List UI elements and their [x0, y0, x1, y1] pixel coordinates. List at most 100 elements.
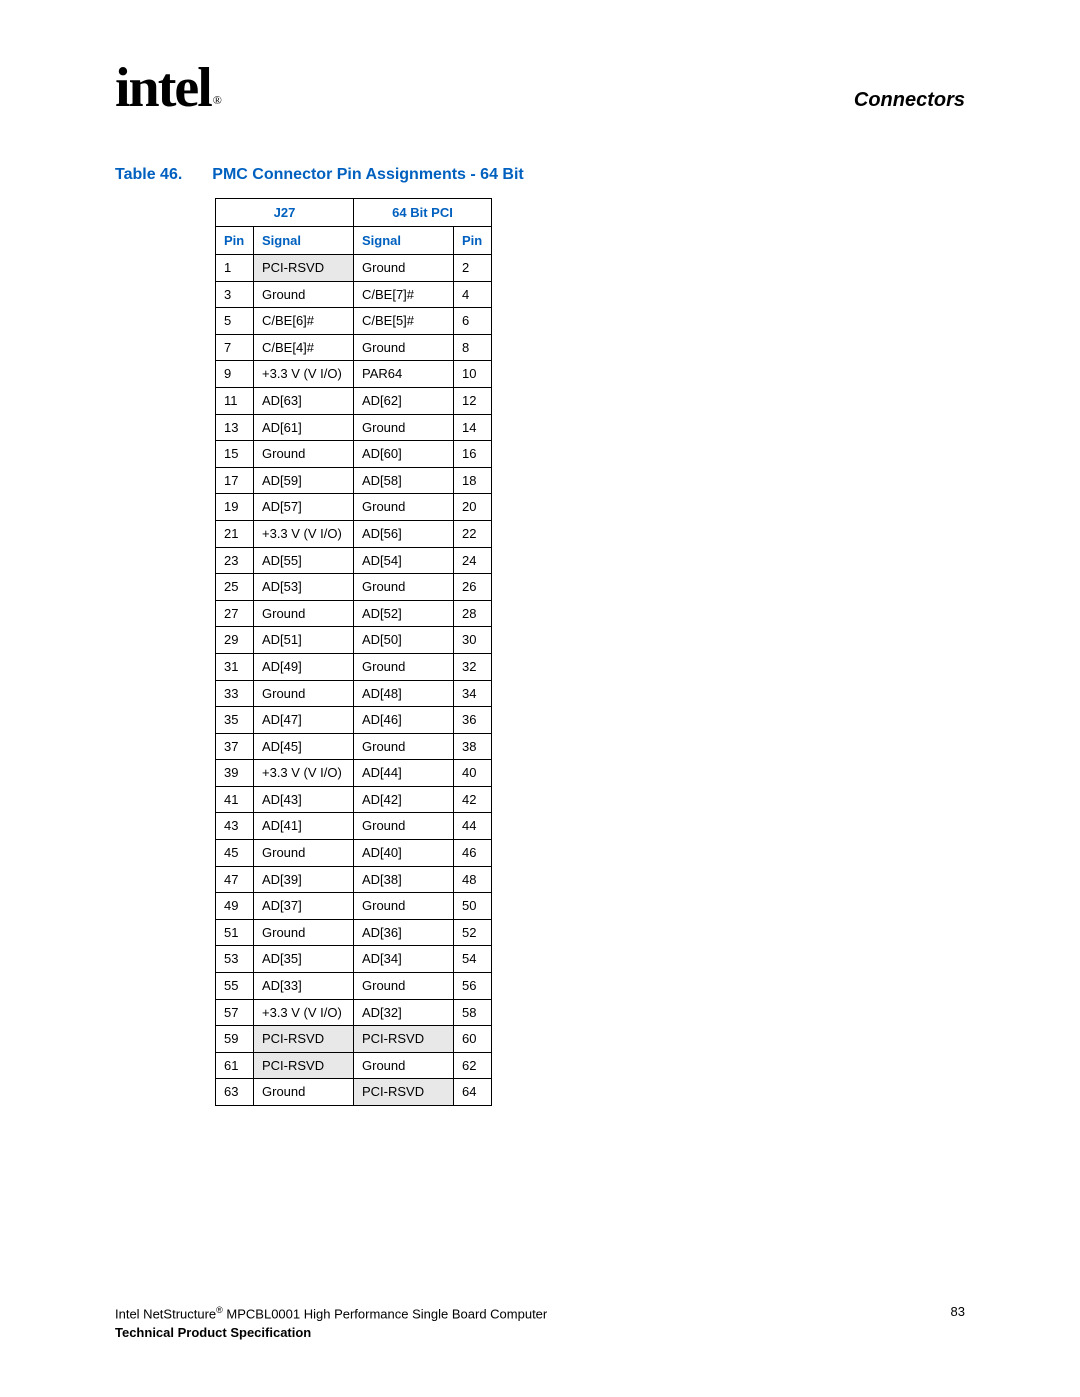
table-row: 57+3.3 V (V I/O)AD[32]58 — [216, 999, 492, 1026]
signal-cell: PCI-RSVD — [254, 1026, 354, 1053]
pin-cell: 38 — [454, 733, 492, 760]
signal-cell: PCI-RSVD — [354, 1026, 454, 1053]
table-row: 5C/BE[6]#C/BE[5]#6 — [216, 308, 492, 335]
pin-cell: 35 — [216, 707, 254, 734]
table-head-row-top: J27 64 Bit PCI — [216, 199, 492, 227]
head-pin-right: Pin — [454, 227, 492, 255]
signal-cell: Ground — [354, 414, 454, 441]
signal-cell: AD[40] — [354, 840, 454, 867]
signal-cell: PCI-RSVD — [254, 255, 354, 282]
pin-cell: 28 — [454, 600, 492, 627]
pin-cell: 20 — [454, 494, 492, 521]
table-row: 33GroundAD[48]34 — [216, 680, 492, 707]
table-head-row-sub: Pin Signal Signal Pin — [216, 227, 492, 255]
signal-cell: AD[55] — [254, 547, 354, 574]
pin-cell: 23 — [216, 547, 254, 574]
pin-cell: 24 — [454, 547, 492, 574]
pin-cell: 63 — [216, 1079, 254, 1106]
signal-cell: Ground — [254, 281, 354, 308]
table-row: 43AD[41]Ground44 — [216, 813, 492, 840]
section-heading: Connectors — [854, 89, 965, 116]
table-number: Table 46. — [115, 166, 182, 184]
intel-logo: intel® — [115, 60, 218, 116]
signal-cell: Ground — [254, 840, 354, 867]
signal-cell: AD[51] — [254, 627, 354, 654]
pin-cell: 54 — [454, 946, 492, 973]
table-row: 51GroundAD[36]52 — [216, 919, 492, 946]
footer-line1a: Intel NetStructure — [115, 1307, 216, 1322]
signal-cell: C/BE[5]# — [354, 308, 454, 335]
pin-cell: 39 — [216, 760, 254, 787]
table-row: 53AD[35]AD[34]54 — [216, 946, 492, 973]
signal-cell: +3.3 V (V I/O) — [254, 361, 354, 388]
pin-cell: 46 — [454, 840, 492, 867]
table-row: 11AD[63]AD[62]12 — [216, 387, 492, 414]
signal-cell: AD[32] — [354, 999, 454, 1026]
head-j27: J27 — [216, 199, 354, 227]
signal-cell: AD[53] — [254, 574, 354, 601]
signal-cell: C/BE[7]# — [354, 281, 454, 308]
head-64bit: 64 Bit PCI — [354, 199, 492, 227]
table-row: 31AD[49]Ground32 — [216, 653, 492, 680]
pin-cell: 34 — [454, 680, 492, 707]
pin-cell: 17 — [216, 467, 254, 494]
footer-line2: Technical Product Specification — [115, 1325, 311, 1340]
signal-cell: PCI-RSVD — [354, 1079, 454, 1106]
signal-cell: AD[39] — [254, 866, 354, 893]
signal-cell: AD[63] — [254, 387, 354, 414]
table-caption: Table 46. PMC Connector Pin Assignments … — [115, 166, 965, 184]
signal-cell: AD[58] — [354, 467, 454, 494]
signal-cell: AD[45] — [254, 733, 354, 760]
signal-cell: AD[60] — [354, 441, 454, 468]
pin-cell: 36 — [454, 707, 492, 734]
table-row: 27GroundAD[52]28 — [216, 600, 492, 627]
head-signal-right: Signal — [354, 227, 454, 255]
table-row: 7C/BE[4]#Ground8 — [216, 334, 492, 361]
pin-cell: 8 — [454, 334, 492, 361]
signal-cell: AD[49] — [254, 653, 354, 680]
signal-cell: Ground — [254, 919, 354, 946]
table-row: 61PCI-RSVDGround62 — [216, 1052, 492, 1079]
pin-cell: 33 — [216, 680, 254, 707]
footer-line1b: MPCBL0001 High Performance Single Board … — [223, 1307, 547, 1322]
pin-cell: 48 — [454, 866, 492, 893]
table-row: 21+3.3 V (V I/O)AD[56]22 — [216, 520, 492, 547]
pin-cell: 9 — [216, 361, 254, 388]
signal-cell: PAR64 — [354, 361, 454, 388]
pin-cell: 1 — [216, 255, 254, 282]
pin-cell: 18 — [454, 467, 492, 494]
logo-text: intel — [115, 57, 211, 119]
logo-registered: ® — [213, 93, 220, 107]
table-row: 17AD[59]AD[58]18 — [216, 467, 492, 494]
pin-cell: 64 — [454, 1079, 492, 1106]
pin-cell: 52 — [454, 919, 492, 946]
signal-cell: AD[56] — [354, 520, 454, 547]
signal-cell: AD[47] — [254, 707, 354, 734]
pin-cell: 55 — [216, 973, 254, 1000]
pin-cell: 50 — [454, 893, 492, 920]
pin-cell: 56 — [454, 973, 492, 1000]
pin-assignment-table: J27 64 Bit PCI Pin Signal Signal Pin 1PC… — [215, 198, 492, 1106]
signal-cell: Ground — [354, 574, 454, 601]
pin-cell: 14 — [454, 414, 492, 441]
signal-cell: Ground — [354, 1052, 454, 1079]
pin-cell: 57 — [216, 999, 254, 1026]
signal-cell: Ground — [254, 441, 354, 468]
signal-cell: PCI-RSVD — [254, 1052, 354, 1079]
signal-cell: AD[54] — [354, 547, 454, 574]
pin-cell: 11 — [216, 387, 254, 414]
pin-cell: 32 — [454, 653, 492, 680]
signal-cell: AD[41] — [254, 813, 354, 840]
signal-cell: AD[33] — [254, 973, 354, 1000]
page: intel® Connectors Table 46. PMC Connecto… — [0, 0, 1080, 1106]
pin-cell: 40 — [454, 760, 492, 787]
pin-cell: 45 — [216, 840, 254, 867]
pin-cell: 29 — [216, 627, 254, 654]
signal-cell: AD[62] — [354, 387, 454, 414]
table-row: 23AD[55]AD[54]24 — [216, 547, 492, 574]
signal-cell: Ground — [354, 973, 454, 1000]
table-row: 25AD[53]Ground26 — [216, 574, 492, 601]
pin-cell: 13 — [216, 414, 254, 441]
signal-cell: +3.3 V (V I/O) — [254, 520, 354, 547]
pin-cell: 37 — [216, 733, 254, 760]
